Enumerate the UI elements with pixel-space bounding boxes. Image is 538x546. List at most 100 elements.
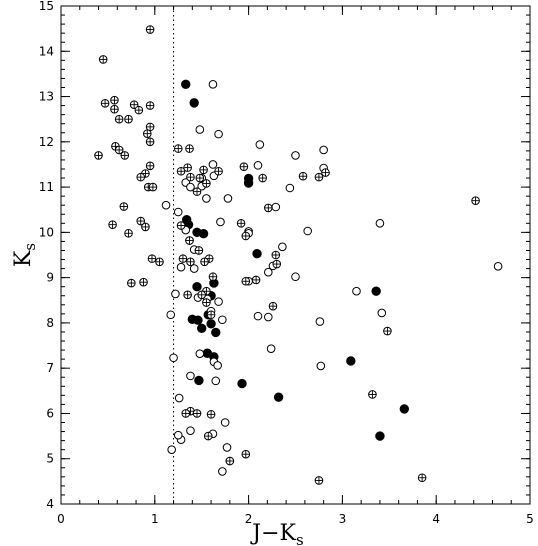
filled-point bbox=[252, 248, 262, 259]
crossed-point bbox=[124, 228, 133, 238]
open-point bbox=[171, 289, 180, 299]
x-tick-label: 4 bbox=[432, 512, 440, 526]
crossed-point bbox=[241, 231, 251, 241]
y-tick-label: 10 bbox=[39, 225, 54, 239]
crossed-point bbox=[268, 301, 278, 311]
crossed-point bbox=[142, 129, 152, 138]
filled-point bbox=[194, 375, 204, 386]
crossed-point bbox=[110, 104, 119, 114]
crossed-point bbox=[183, 163, 192, 172]
filled-point bbox=[237, 378, 247, 389]
open-point bbox=[173, 430, 183, 440]
open-point bbox=[195, 349, 205, 358]
crossed-point bbox=[263, 203, 273, 213]
x-tick-label: 5 bbox=[526, 512, 534, 526]
crossed-point bbox=[314, 476, 324, 485]
crossed-point bbox=[148, 182, 158, 192]
crossed-point bbox=[114, 145, 124, 155]
crossed-point bbox=[471, 196, 480, 205]
crossed-point bbox=[241, 276, 251, 286]
y-tick-label: 7 bbox=[46, 361, 54, 375]
open-point bbox=[214, 129, 223, 139]
crossed-point bbox=[368, 390, 377, 399]
filled-point bbox=[198, 229, 209, 239]
y-tick-label: 11 bbox=[39, 180, 54, 194]
open-point bbox=[319, 145, 328, 155]
crossed-point bbox=[186, 257, 195, 267]
x-tick-label: 3 bbox=[339, 512, 347, 526]
crossed-point bbox=[202, 298, 211, 307]
open-point bbox=[166, 310, 176, 320]
open-point bbox=[352, 286, 361, 296]
x-axis-title: J−Ks bbox=[250, 521, 303, 546]
open-point bbox=[195, 125, 205, 134]
filled-point bbox=[371, 286, 381, 296]
crossed-point bbox=[94, 151, 103, 160]
crossed-point bbox=[241, 449, 251, 459]
crossed-point bbox=[176, 166, 186, 176]
open-point bbox=[167, 445, 176, 454]
crossed-point bbox=[147, 254, 157, 263]
open-point bbox=[303, 226, 312, 236]
open-point bbox=[208, 160, 218, 169]
crossed-point bbox=[181, 409, 191, 418]
open-point bbox=[223, 194, 233, 203]
open-point bbox=[291, 272, 300, 282]
crossed-point bbox=[145, 137, 155, 147]
crossed-point bbox=[186, 172, 195, 182]
x-tick-label: 0 bbox=[57, 512, 65, 526]
crossed-point bbox=[141, 222, 150, 232]
open-point bbox=[218, 467, 227, 476]
crossed-point bbox=[155, 257, 164, 267]
y-tick-label: 13 bbox=[39, 90, 54, 104]
crossed-point bbox=[200, 257, 209, 267]
crossed-point bbox=[173, 144, 183, 153]
open-point bbox=[493, 262, 503, 271]
open-point bbox=[285, 183, 295, 193]
crossed-point bbox=[185, 144, 194, 153]
crossed-point bbox=[124, 114, 133, 124]
open-point bbox=[291, 151, 300, 160]
open-point bbox=[174, 393, 184, 403]
crossed-point bbox=[145, 25, 155, 34]
filled-point bbox=[211, 327, 221, 338]
crossed-point bbox=[134, 105, 144, 115]
crossed-point bbox=[114, 114, 124, 124]
filled-point bbox=[192, 281, 202, 292]
crossed-point bbox=[214, 166, 223, 176]
filled-point bbox=[181, 79, 191, 90]
open-point bbox=[202, 194, 211, 203]
y-tick-label: 14 bbox=[39, 44, 54, 58]
open-point bbox=[186, 426, 195, 435]
crossed-point bbox=[176, 221, 186, 230]
crossed-point bbox=[100, 99, 110, 108]
crossed-point bbox=[110, 95, 119, 105]
open-point bbox=[263, 312, 273, 322]
crossed-point bbox=[194, 246, 204, 255]
crossed-point bbox=[236, 219, 246, 228]
y-axis-title-subscript: s bbox=[21, 243, 39, 251]
crossed-point bbox=[178, 254, 188, 263]
crossed-point bbox=[136, 216, 146, 226]
open-point bbox=[266, 344, 276, 354]
crossed-point bbox=[321, 168, 330, 177]
crossed-point bbox=[202, 179, 211, 188]
plot-frame bbox=[60, 5, 531, 505]
crossed-point bbox=[192, 187, 202, 196]
crossed-point bbox=[145, 161, 155, 171]
crossed-point bbox=[314, 172, 324, 182]
open-point bbox=[375, 219, 385, 228]
crossed-point bbox=[251, 275, 261, 285]
crossed-point bbox=[203, 431, 213, 441]
crossed-point bbox=[197, 290, 206, 300]
crossed-point bbox=[298, 171, 308, 181]
y-tick-label: 12 bbox=[39, 135, 54, 149]
open-point bbox=[316, 361, 326, 371]
crossed-point bbox=[208, 272, 218, 282]
y-tick-label: 5 bbox=[46, 452, 54, 466]
crossed-point bbox=[417, 473, 427, 483]
open-point bbox=[189, 264, 199, 273]
filled-point bbox=[273, 392, 284, 402]
